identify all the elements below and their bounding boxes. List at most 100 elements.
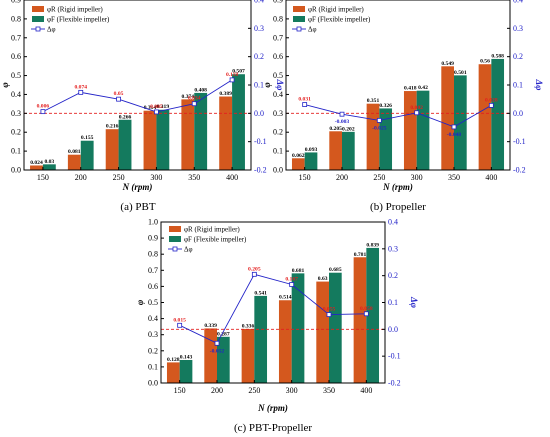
bar-label-rigid: 0.549 xyxy=(441,61,454,67)
y2-tick-label: 0.3 xyxy=(254,24,264,33)
y-tick-label: 0.2 xyxy=(11,128,21,137)
y-tick-label: 0.7 xyxy=(273,33,283,42)
bar-flexible xyxy=(254,295,268,383)
delta-point xyxy=(363,311,369,317)
bar-label-flexible: 0.839 xyxy=(366,242,379,248)
bar-label-flexible: 0.501 xyxy=(454,70,467,76)
y-tick-label: 0.8 xyxy=(148,250,158,259)
y-axis-label: φ xyxy=(0,82,10,87)
legend-label-delta: Δφ xyxy=(308,26,317,34)
bar-label-flexible: 0.588 xyxy=(491,53,504,59)
y-tick-label: 0.5 xyxy=(148,298,158,307)
y-tick-label: 0.4 xyxy=(148,314,158,323)
x-tick-label: 350 xyxy=(188,173,200,182)
bar-label-rigid: 0.314 xyxy=(144,105,157,111)
bar-flexible xyxy=(156,109,170,170)
delta-point xyxy=(414,110,420,116)
y-tick-label: 0.9 xyxy=(273,0,283,5)
delta-series-line xyxy=(179,273,367,344)
y2-tick-label: 0.0 xyxy=(513,109,523,118)
bar-label-flexible: 0.408 xyxy=(194,87,207,93)
bar-label-flexible: 0.143 xyxy=(180,354,193,360)
bar-rigid xyxy=(105,129,119,170)
bar-flexible xyxy=(42,164,56,170)
legend-label-delta: Δφ xyxy=(184,246,193,254)
legend: φR (Rigid impeller) φF (Flexible impeller… xyxy=(292,6,371,34)
delta-point xyxy=(154,109,159,115)
legend-swatch-delta-marker xyxy=(35,26,41,32)
y-tick-label: 0.7 xyxy=(148,266,158,275)
bar-label-rigid: 0.63 xyxy=(318,276,328,282)
delta-label: 0.005 xyxy=(150,104,163,110)
bar-flexible xyxy=(232,74,245,170)
bar-label-flexible: 0.319 xyxy=(157,104,170,110)
delta-point xyxy=(326,312,332,317)
bar-rigid xyxy=(329,131,342,170)
delta-point xyxy=(40,109,46,115)
bar-label-flexible: 0.202 xyxy=(342,126,355,132)
bar-label-flexible: 0.326 xyxy=(379,103,392,109)
delta-label: 0.015 xyxy=(173,317,186,323)
y-tick-label: 1.0 xyxy=(148,218,158,227)
delta-label: 0.031 xyxy=(298,97,311,103)
y-tick-label: 0.3 xyxy=(11,109,21,118)
y2-tick-label: 0.4 xyxy=(254,0,264,5)
legend-swatch-flexible xyxy=(293,16,305,22)
y2-tick-label: 0.4 xyxy=(513,0,523,5)
legend-swatch-flexible xyxy=(32,16,44,22)
y2-tick-label: 0.3 xyxy=(513,24,523,33)
y-tick-label: 0.4 xyxy=(273,90,283,99)
bar-label-flexible: 0.155 xyxy=(81,135,94,141)
bar-label-rigid: 0.339 xyxy=(204,323,217,329)
panel-caption: (b) Propeller xyxy=(370,201,426,213)
bar-label-rigid: 0.216 xyxy=(106,124,119,130)
bar-label-flexible: 0.685 xyxy=(329,267,342,273)
bar-label-rigid: 0.062 xyxy=(292,153,305,159)
bar-rigid xyxy=(291,158,305,170)
panel-caption: (c) PBT-Propeller xyxy=(234,422,312,434)
bar-flexible xyxy=(342,131,355,170)
y-tick-label: 0.6 xyxy=(148,282,158,291)
delta-label: 0.118 xyxy=(226,72,238,78)
y2-tick-label: 0.1 xyxy=(388,298,398,307)
legend-swatch-rigid xyxy=(32,6,44,12)
delta-label: 0.006 xyxy=(37,104,50,110)
bar-flexible xyxy=(304,152,318,170)
delta-point xyxy=(251,271,257,277)
delta-label: 0.055 xyxy=(323,307,336,313)
y2-tick-label: -0.1 xyxy=(513,137,526,146)
bar-rigid xyxy=(403,91,417,170)
y-tick-label: 0.5 xyxy=(273,71,283,80)
bar-label-flexible: 0.541 xyxy=(254,290,267,296)
legend-swatch-rigid xyxy=(293,6,305,12)
bar-rigid xyxy=(241,328,255,383)
legend-label-rigid: φR (Rigid impeller) xyxy=(47,6,103,14)
y2-tick-label: 0.2 xyxy=(254,52,264,61)
bar-rigid xyxy=(316,281,329,383)
y2-tick-label: -0.2 xyxy=(513,166,526,175)
legend: φR (Rigid impeller) φF (Flexible impeller… xyxy=(168,226,247,254)
delta-label: 0.074 xyxy=(74,84,87,90)
y-axis-label: φ xyxy=(262,82,272,87)
y-tick-label: 0.0 xyxy=(11,166,21,175)
y2-tick-label: 0.0 xyxy=(388,325,398,334)
delta-point xyxy=(339,111,345,117)
legend-swatch-delta-marker xyxy=(172,246,178,252)
y2-axis-label: Δφ xyxy=(409,296,419,308)
bar-label-rigid: 0.128 xyxy=(167,357,180,363)
bar-flexible xyxy=(118,119,132,170)
delta-point xyxy=(191,101,197,107)
y-tick-label: 0.1 xyxy=(273,147,283,156)
y-tick-label: 0.3 xyxy=(273,109,283,118)
bar-flexible xyxy=(80,140,94,170)
x-tick-label: 350 xyxy=(323,386,335,395)
bar-flexible xyxy=(491,58,505,170)
x-tick-label: 250 xyxy=(373,173,385,182)
bar-label-rigid: 0.081 xyxy=(68,149,81,155)
legend-swatch-rigid xyxy=(169,226,181,232)
bar-label-rigid: 0.336 xyxy=(242,323,255,329)
delta-point xyxy=(488,103,494,108)
y2-tick-label: 0.1 xyxy=(254,81,264,90)
